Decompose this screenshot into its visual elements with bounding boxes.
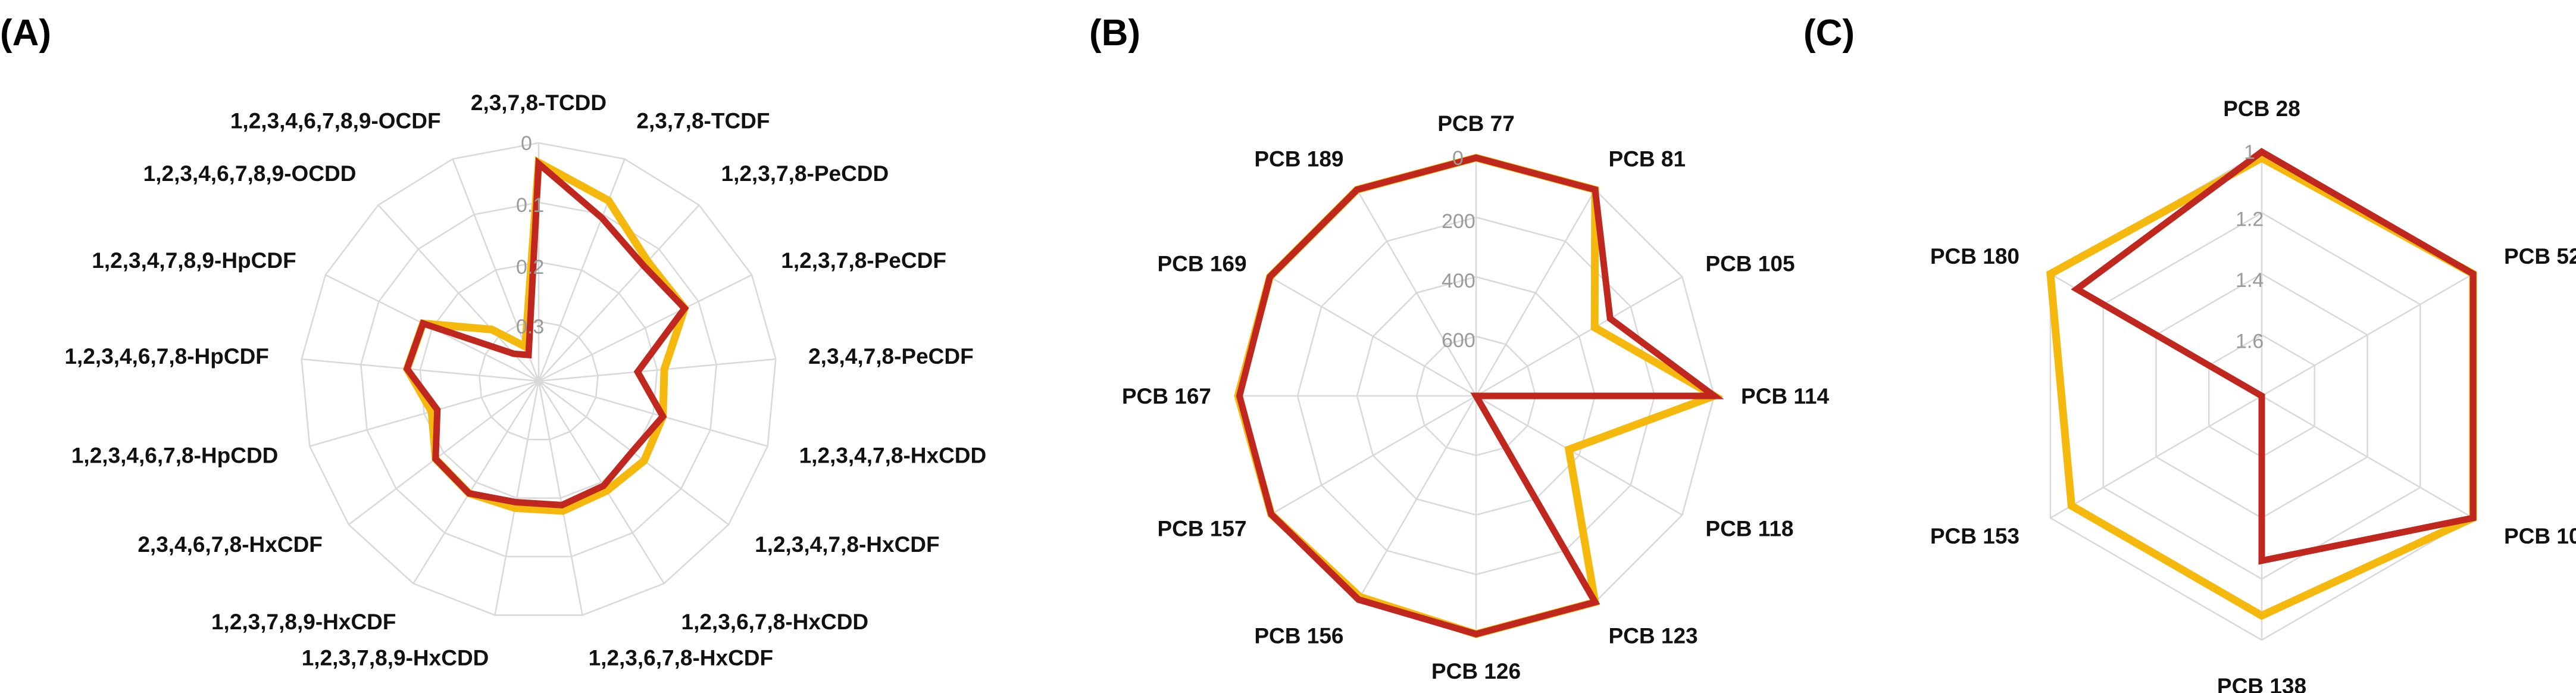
grid-spoke xyxy=(537,380,583,616)
category-label: PCB 28 xyxy=(2223,96,2300,121)
grid-spoke xyxy=(2261,273,2474,397)
series-line-2 xyxy=(1236,154,1724,638)
category-label: PCB 114 xyxy=(1741,384,1830,408)
grid-spoke xyxy=(1475,276,1683,397)
category-label: 2,3,4,7,8-PeCDF xyxy=(808,344,974,369)
grid-spoke xyxy=(537,380,665,584)
grid-spoke xyxy=(538,380,768,447)
radar-chart-b: 0 200 400 600 PCB 77 PCB 81 PCB 105 PCB 114 PCB … xyxy=(1122,111,1830,683)
tick-label: 0.2 xyxy=(516,256,544,279)
category-label: 1,2,3,7,8,9-HxCDD xyxy=(302,645,489,670)
grid-spoke xyxy=(1475,189,1596,397)
category-label: 1,2,3,4,7,8-HxCDF xyxy=(755,532,940,557)
category-label: PCB 157 xyxy=(1157,517,1246,541)
tick-label: 0.3 xyxy=(516,316,544,338)
tick-label: 0.1 xyxy=(516,194,544,217)
category-label: PCB 167 xyxy=(1122,384,1211,408)
tick-label: 0 xyxy=(1452,147,1464,170)
category-label: PCB 105 xyxy=(1705,252,1795,276)
category-label: PCB 156 xyxy=(1254,623,1343,648)
category-label: 2,3,7,8-TCDF xyxy=(636,109,770,133)
grid-spoke xyxy=(1356,395,1477,603)
grid-spoke xyxy=(538,274,752,382)
category-label: 1,2,3,4,6,7,8-HpCDF xyxy=(64,344,268,369)
grid-spoke xyxy=(1269,395,1477,516)
tick-label: 600 xyxy=(1442,329,1475,352)
category-label: 1,2,3,4,6,7,8,9-OCDF xyxy=(230,109,441,133)
category-label: 1,2,3,4,7,8-HxCDD xyxy=(799,444,987,468)
tick-label: 0 xyxy=(521,132,532,155)
series-line-2 xyxy=(403,157,689,508)
grid-spoke xyxy=(538,204,700,382)
tick-label: 200 xyxy=(1442,210,1475,233)
grid-spoke xyxy=(537,158,626,382)
grid-spoke xyxy=(412,380,540,584)
category-label: 1,2,3,4,7,8,9-HpCDF xyxy=(92,248,296,273)
grid-spoke xyxy=(1269,276,1477,397)
category-label: PCB 81 xyxy=(1609,147,1686,171)
category-label: PCB 189 xyxy=(1254,147,1343,171)
radar-chart-c: 1 1.2 1.4 1.6 PCB 28 PCB 52 PCB 101 PCB 138 PCB … xyxy=(1930,96,2576,693)
grid-spoke xyxy=(309,380,539,447)
category-label: 1,2,3,6,7,8-HxCDD xyxy=(681,610,869,634)
category-label: PCB 77 xyxy=(1437,111,1515,136)
tick-label: 1.6 xyxy=(2236,330,2264,353)
category-label: 2,3,4,6,7,8-HxCDF xyxy=(137,532,323,557)
category-label: 1,2,3,7,8-PeCDF xyxy=(781,248,946,273)
grid-spoke xyxy=(2261,395,2474,519)
panel-b-letter: (B) xyxy=(1089,13,1140,54)
category-label: PCB 138 xyxy=(2217,674,2306,693)
category-label: PCB 101 xyxy=(2504,524,2576,548)
grid-ring xyxy=(479,320,599,441)
category-label: PCB 52 xyxy=(2504,244,2576,269)
category-label: 1,2,3,6,7,8-HxCDF xyxy=(589,645,774,670)
tick-label: 1 xyxy=(2244,141,2255,164)
category-label: PCB 123 xyxy=(1609,623,1698,648)
category-label: 1,2,3,7,8-PeCDD xyxy=(721,161,889,186)
category-label: PCB 126 xyxy=(1431,659,1521,683)
grid-spoke xyxy=(301,358,539,382)
grid-spoke xyxy=(348,380,539,526)
category-label: 1,2,3,4,6,7,8,9-OCDD xyxy=(143,161,357,186)
category-label: 2,3,7,8-TCDD xyxy=(471,90,607,115)
category-label: PCB 169 xyxy=(1157,252,1246,276)
category-label: PCB 153 xyxy=(1930,524,2019,548)
grid-spoke xyxy=(494,380,540,616)
category-label: 1,2,3,7,8,9-HxCDF xyxy=(211,610,396,634)
grid-spoke xyxy=(1356,189,1477,397)
grid-spoke xyxy=(1475,395,1683,516)
panel-c-letter: (C) xyxy=(1803,13,1855,54)
category-label: PCB 118 xyxy=(1705,517,1793,541)
series-line-2 xyxy=(2071,148,2477,565)
category-label: 1,2,3,4,6,7,8-HpCDD xyxy=(71,444,279,468)
grid-ring xyxy=(360,201,717,558)
tick-label: 1.2 xyxy=(2236,208,2264,231)
grid-spoke xyxy=(538,358,776,382)
radar-chart-a: 0 0.1 0.2 0.3 2,3,7,8-TCDD 2,3,7,8-TCDF 1,2,3,… xyxy=(64,90,986,670)
tick-label: 400 xyxy=(1442,270,1475,292)
category-label: PCB 180 xyxy=(1930,244,2019,269)
grid-ring xyxy=(301,142,777,616)
tick-label: 1.4 xyxy=(2236,269,2264,292)
grid-spoke xyxy=(2050,395,2262,519)
panel-a-letter: (A) xyxy=(0,13,51,54)
